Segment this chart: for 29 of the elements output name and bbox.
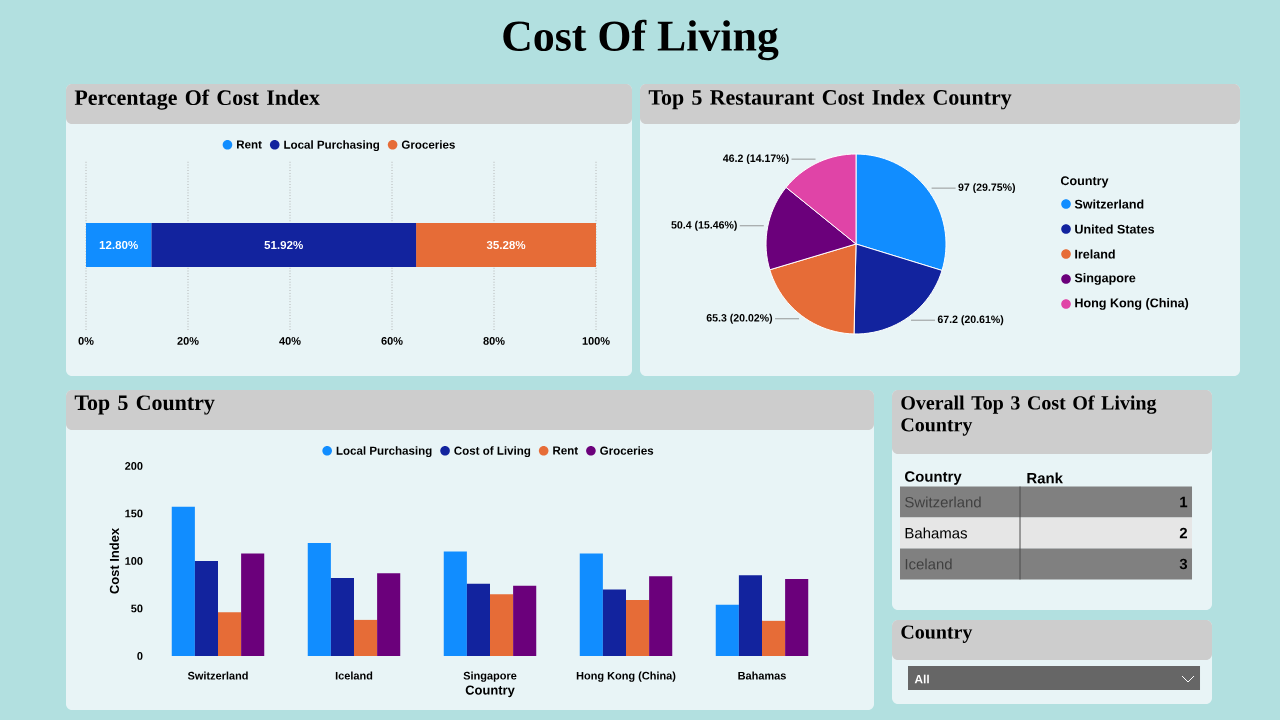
bar [715, 604, 739, 656]
bar [241, 553, 265, 656]
bar [151, 222, 417, 267]
bar [377, 573, 401, 656]
bar [416, 222, 597, 267]
bar [513, 585, 537, 656]
bar [330, 578, 354, 656]
bar [738, 575, 762, 656]
bar [762, 620, 786, 656]
bar [307, 542, 331, 656]
bar [490, 594, 514, 656]
bar [602, 589, 626, 656]
chart-title: Top 5 Restaurant Cost Index Country [648, 89, 1012, 110]
text: Cost Of Living [503, 19, 779, 61]
bar [354, 619, 378, 656]
bar [466, 583, 490, 656]
bar [443, 551, 467, 656]
chart-title: Percentage Of Cost Index [74, 89, 320, 110]
bar [649, 576, 673, 656]
bar [785, 579, 809, 656]
text: Overall Top 3 Cost Of Living Country [901, 395, 1157, 436]
text: Country [901, 625, 973, 643]
bar [626, 599, 650, 656]
bar [86, 222, 152, 267]
chart-title: Top 5 Country [74, 395, 215, 415]
bar [579, 553, 603, 656]
bar [194, 561, 218, 656]
bar [171, 506, 195, 656]
bar [218, 612, 242, 656]
